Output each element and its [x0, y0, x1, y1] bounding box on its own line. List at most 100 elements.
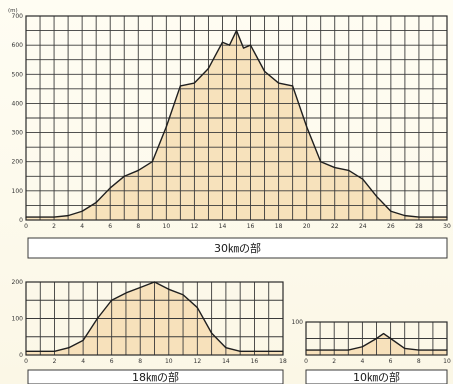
data-point [211, 332, 213, 334]
y-tick-label: 400 [12, 100, 24, 107]
data-point [418, 216, 420, 218]
data-point [320, 161, 322, 163]
chart-caption: 30㎞の部 [214, 241, 261, 255]
data-point [239, 350, 241, 352]
x-tick-label: 6 [110, 358, 114, 365]
y-tick-label: 0 [19, 217, 23, 224]
data-point [221, 41, 224, 43]
x-tick-label: 16 [247, 223, 255, 230]
data-point [25, 216, 27, 218]
data-point [207, 67, 210, 70]
y-tick-label: 300 [12, 130, 24, 137]
x-tick-label: 12 [194, 358, 202, 365]
x-tick-label: 12 [191, 223, 199, 230]
data-point [111, 299, 113, 301]
chart-caption: 10㎞の部 [353, 370, 400, 384]
y-tick-label: 0 [19, 352, 23, 359]
data-point [125, 292, 127, 294]
caption-box [305, 369, 448, 384]
data-point [81, 210, 83, 212]
x-tick-label: 0 [24, 358, 28, 365]
caption-box [27, 369, 284, 384]
data-point [153, 281, 156, 283]
data-point [333, 349, 335, 351]
data-point [196, 306, 198, 309]
data-point [362, 178, 364, 180]
x-tick-label: 0 [304, 358, 308, 365]
y-tick-label: 700 [12, 13, 24, 20]
y-tick-label: 100 [12, 188, 24, 195]
x-tick-label: 18 [279, 358, 287, 365]
data-point [193, 82, 195, 84]
data-point [306, 126, 308, 128]
chart-panel-2: 0 2 4 6 8 10 12 14 16 18 0 100 200 18㎞の部 [12, 279, 287, 384]
data-point [446, 349, 448, 351]
data-point [82, 339, 84, 341]
data-point [361, 346, 363, 348]
x-tick-label: 8 [138, 358, 142, 365]
data-point [182, 294, 184, 296]
x-tick-label: 16 [251, 358, 259, 365]
data-point [375, 337, 378, 340]
chart-panel-3: 0 2 4 6 8 10 100 10㎞の部 [292, 319, 451, 384]
x-tick-label: 26 [387, 223, 395, 230]
data-point [404, 347, 406, 349]
data-point [68, 347, 70, 349]
x-tick-label: 30 [443, 223, 451, 230]
x-tick-label: 2 [53, 358, 57, 365]
x-tick-label: 10 [163, 223, 171, 230]
x-tick-label: 14 [222, 358, 230, 365]
data-point [347, 349, 349, 351]
data-point [404, 215, 406, 217]
data-point [53, 216, 55, 218]
x-tick-label: 6 [389, 358, 393, 365]
y-tick-label: 200 [12, 279, 24, 286]
data-point [418, 349, 420, 351]
y-tick-label: 100 [12, 316, 24, 323]
data-point [225, 347, 227, 349]
data-point [263, 70, 266, 72]
data-point [376, 196, 378, 198]
x-tick-label: 4 [80, 223, 84, 230]
data-point [382, 332, 385, 335]
data-point [96, 317, 98, 320]
x-tick-label: 18 [275, 223, 283, 230]
x-tick-label: 28 [415, 223, 423, 230]
data-point [151, 161, 153, 163]
data-point [67, 215, 69, 217]
data-point [348, 169, 350, 172]
data-point [334, 166, 336, 169]
data-point [179, 85, 181, 87]
data-point [53, 350, 56, 352]
chart-caption: 18㎞の部 [132, 370, 179, 384]
y-tick-label: 600 [12, 42, 24, 49]
x-tick-label: 2 [52, 223, 56, 230]
data-point [253, 350, 256, 352]
data-point [249, 44, 252, 46]
data-point [123, 175, 125, 177]
plot-frame [305, 321, 448, 356]
chart-panel-1: 0 2 4 6 8 10 12 14 16 18 20 22 24 26 28 300100200300400… [8, 8, 451, 259]
x-tick-label: 4 [81, 358, 85, 365]
plot-frame [25, 15, 448, 221]
x-tick-label: 20 [303, 223, 311, 230]
data-point [446, 216, 448, 218]
elevation-line [306, 332, 447, 351]
caption-box [27, 237, 448, 259]
x-tick-label: 10 [443, 358, 451, 365]
x-tick-label: 10 [165, 358, 173, 365]
data-point [139, 286, 141, 289]
x-tick-label: 6 [108, 223, 112, 230]
y-tick-label: 100 [292, 319, 304, 326]
x-tick-label: 4 [360, 358, 364, 365]
data-point [390, 337, 392, 340]
x-tick-label: 0 [24, 223, 28, 230]
data-point [228, 44, 231, 46]
data-point [137, 169, 139, 172]
x-tick-label: 8 [136, 223, 140, 230]
data-point [235, 29, 238, 32]
data-point [390, 210, 392, 212]
data-point [292, 85, 294, 87]
data-point [305, 349, 307, 351]
